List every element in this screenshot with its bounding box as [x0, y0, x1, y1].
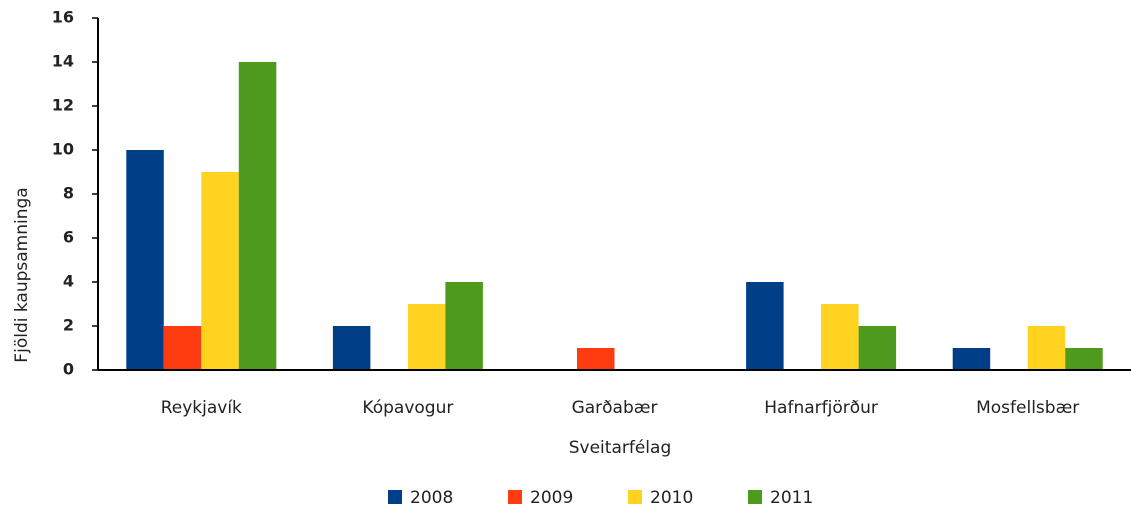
bar: [1027, 326, 1066, 370]
bar: [952, 348, 991, 370]
legend-swatch: [388, 490, 402, 504]
legend-swatch: [628, 490, 642, 504]
bar: [577, 348, 615, 370]
y-axis-label: Fjöldi kaupsamninga: [12, 187, 32, 362]
legend-label: 2008: [410, 488, 453, 508]
bar: [163, 326, 202, 370]
y-tick-label: 16: [52, 8, 74, 27]
legend-swatch: [748, 490, 762, 504]
bar: [858, 326, 897, 370]
x-axis-label: Sveitarfélag: [569, 438, 671, 458]
bar: [1065, 348, 1103, 370]
x-tick-label: Hafnarfjörður: [764, 398, 878, 418]
bar: [238, 62, 277, 370]
legend-label: 2010: [650, 488, 693, 508]
bar: [332, 326, 371, 370]
y-tick-label: 8: [63, 184, 74, 203]
legend-label: 2011: [770, 488, 813, 508]
x-tick-label: Kópavogur: [362, 398, 453, 418]
legend-swatch: [508, 490, 522, 504]
y-tick-label: 6: [63, 228, 74, 247]
y-tick-label: 14: [52, 52, 74, 71]
x-tick-label: Reykjavík: [161, 398, 242, 418]
x-tick-label: Garðabær: [572, 398, 658, 418]
y-tick-label: 0: [63, 360, 74, 379]
bar: [821, 304, 859, 370]
y-tick-label: 12: [52, 96, 74, 115]
bar: [407, 304, 446, 370]
bar: [746, 282, 784, 370]
bar: [445, 282, 483, 370]
y-tick-label: 2: [63, 316, 74, 335]
legend-label: 2009: [530, 488, 573, 508]
bar: [201, 172, 239, 370]
bar: [126, 150, 164, 370]
y-tick-label: 4: [63, 272, 74, 291]
x-tick-label: Mosfellsbær: [976, 398, 1079, 418]
y-tick-label: 10: [52, 140, 74, 159]
